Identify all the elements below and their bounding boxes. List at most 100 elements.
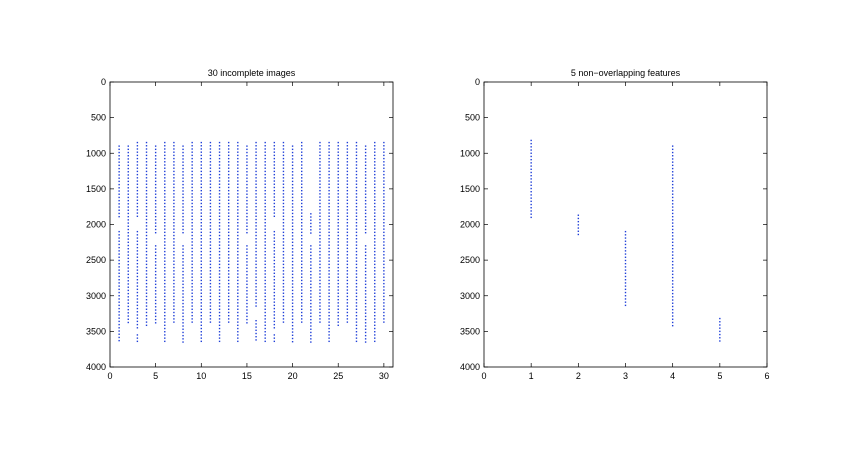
left-chart-point <box>273 183 276 185</box>
left-chart-point <box>383 282 385 285</box>
left-chart-point <box>282 151 285 153</box>
left-chart-point <box>273 145 276 147</box>
left-chart-point <box>273 285 276 287</box>
right-chart-point <box>719 317 721 320</box>
left-chart-point <box>237 292 239 294</box>
left-chart-point <box>337 199 339 201</box>
left-chart-point <box>136 199 139 201</box>
left-chart-point <box>310 213 312 215</box>
left-chart-point <box>127 260 129 263</box>
left-chart-point <box>218 141 221 144</box>
left-chart-point <box>118 330 120 332</box>
left-chart-point <box>328 331 330 333</box>
left-chart-point <box>145 318 148 320</box>
left-chart-point <box>282 141 285 144</box>
left-chart-point <box>218 167 221 169</box>
right-chart-point <box>530 194 532 196</box>
left-chart-point <box>291 302 294 304</box>
left-chart-point <box>364 261 367 263</box>
left-chart-point <box>182 264 184 266</box>
left-chart-point <box>355 186 358 189</box>
left-chart-point <box>246 212 248 215</box>
left-chart-point <box>291 264 294 266</box>
left-chart-point <box>337 180 339 182</box>
left-chart-point <box>301 266 303 269</box>
left-chart-point <box>200 145 202 147</box>
left-chart-point <box>145 196 148 198</box>
left-chart-point <box>319 145 321 147</box>
left-chart-point <box>154 171 157 173</box>
left-chart-point <box>191 279 193 282</box>
left-chart-point <box>118 250 120 252</box>
left-chart-point <box>173 154 175 157</box>
left-chart-point <box>164 145 166 147</box>
left-chart-point <box>273 202 276 205</box>
left-chart-point <box>319 170 321 173</box>
left-chart-point <box>291 167 294 170</box>
left-chart-point <box>364 212 367 215</box>
right-chart-point <box>624 240 627 242</box>
left-chart-point <box>264 154 266 157</box>
left-chart-point <box>209 218 212 221</box>
right-chart-point <box>577 233 580 236</box>
left-chart-point <box>255 209 257 211</box>
right-chart-point <box>671 161 674 163</box>
left-chart-point <box>264 247 266 250</box>
left-chart-point <box>227 183 230 185</box>
left-chart-point <box>383 177 385 179</box>
left-chart-point <box>319 228 321 230</box>
left-chart-point <box>264 205 266 208</box>
left-chart-point <box>337 234 339 237</box>
left-chart-point <box>264 340 266 343</box>
left-chart-point <box>282 238 285 240</box>
left-chart-point <box>301 177 303 179</box>
left-chart-point <box>246 225 248 227</box>
left-chart-point <box>355 238 358 240</box>
left-chart-point <box>319 241 321 243</box>
left-chart-point <box>191 170 193 173</box>
left-chart-point <box>173 225 175 227</box>
left-chart-point <box>164 334 166 336</box>
right-chart-point <box>624 259 627 262</box>
left-chart-point <box>355 212 358 214</box>
left-chart-point <box>346 250 349 253</box>
left-chart-point <box>346 254 349 256</box>
left-chart-point <box>310 290 312 292</box>
left-chart-point <box>237 231 239 234</box>
left-chart-point <box>273 307 276 310</box>
left-chart-point <box>383 250 385 253</box>
left-chart-point <box>374 308 376 310</box>
right-chart-point <box>671 264 674 266</box>
right-chart-point <box>671 324 674 327</box>
left-chart-point <box>154 187 157 189</box>
left-chart-point <box>383 247 385 250</box>
left-chart-point <box>301 247 303 250</box>
left-chart-point <box>264 305 266 307</box>
left-chart-point <box>182 212 184 215</box>
left-chart-point <box>200 340 202 343</box>
right-chart-point <box>530 216 532 219</box>
left-chart-point <box>164 218 166 221</box>
left-chart-point <box>191 266 193 269</box>
left-chart-point <box>118 336 120 339</box>
left-chart-point <box>364 180 367 183</box>
left-chart-point <box>383 180 385 182</box>
left-chart-point <box>355 151 358 153</box>
left-chart-point <box>127 257 129 260</box>
left-chart-point <box>127 183 129 186</box>
left-chart-point <box>218 302 221 304</box>
left-chart-point <box>255 319 257 322</box>
left-chart-point <box>264 298 266 301</box>
right-chart-point <box>671 151 674 154</box>
left-chart-point <box>255 173 257 176</box>
left-chart-point <box>191 318 193 320</box>
left-chart-point <box>282 321 285 323</box>
left-chart-point <box>118 269 120 271</box>
left-chart-point <box>374 228 376 230</box>
left-chart-point <box>282 260 285 262</box>
left-chart-point <box>355 247 358 250</box>
left-chart-point <box>346 151 349 153</box>
left-chart-point <box>209 212 212 214</box>
left-chart-point <box>127 305 129 308</box>
left-chart-point <box>310 222 312 225</box>
